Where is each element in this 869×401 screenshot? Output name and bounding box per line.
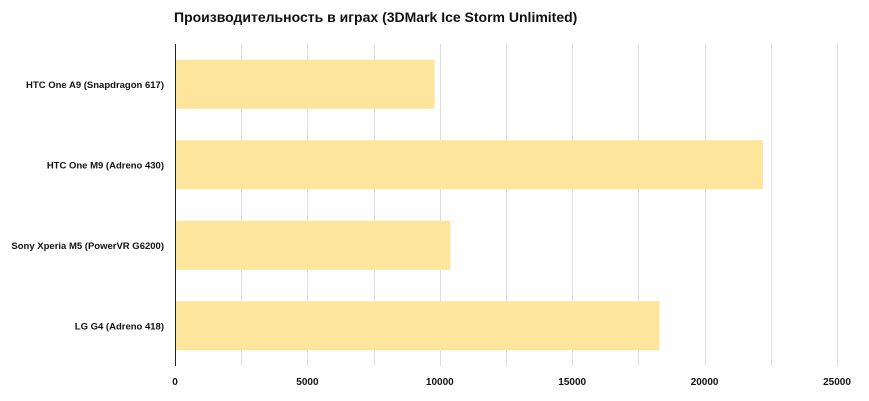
bar xyxy=(175,301,660,351)
x-tick-label: 10000 xyxy=(426,377,454,388)
x-tick-label: 20000 xyxy=(691,377,719,388)
category-label: HTC One M9 (Adreno 430) xyxy=(47,160,164,171)
bar xyxy=(175,59,435,109)
category-label: HTC One A9 (Snapdragon 617) xyxy=(26,80,164,91)
bars xyxy=(175,59,763,351)
labels: HTC One A9 (Snapdragon 617) HTC One M9 (A… xyxy=(11,80,851,388)
x-tick-label: 0 xyxy=(172,377,178,388)
x-tick-label: 15000 xyxy=(558,377,586,388)
x-tick-label: 5000 xyxy=(296,377,319,388)
bar xyxy=(175,220,451,270)
category-label: Sony Xperia M5 (PowerVR G6200) xyxy=(11,241,164,252)
chart-title: Производительность в играх (3DMark Ice S… xyxy=(174,9,578,25)
bar xyxy=(175,140,763,190)
category-label: LG G4 (Adreno 418) xyxy=(75,321,164,332)
x-tick-label: 25000 xyxy=(823,377,851,388)
